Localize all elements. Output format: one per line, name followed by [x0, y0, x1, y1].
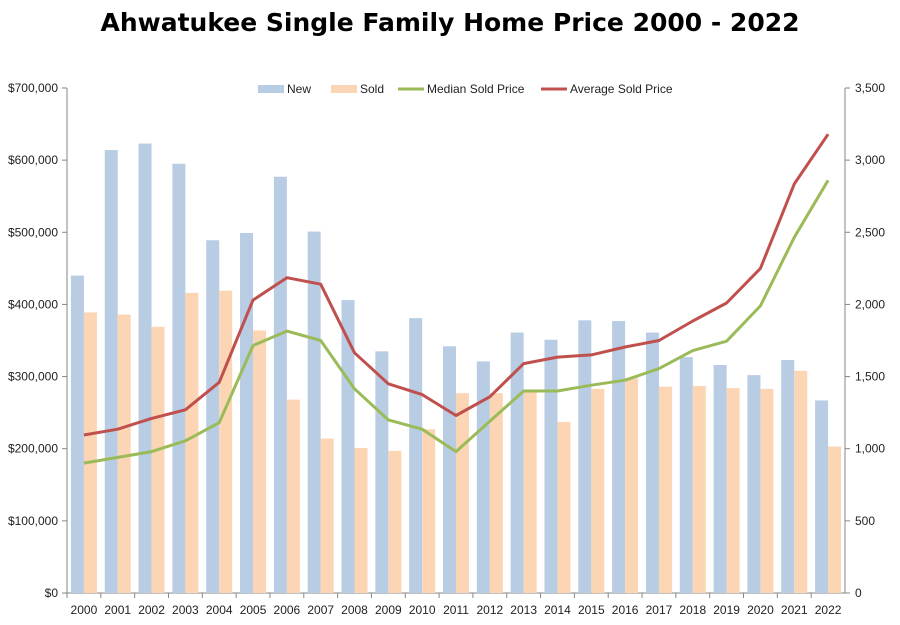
right-tick-label: 1,000 — [855, 442, 885, 456]
bar-sold — [286, 399, 300, 593]
bar-new — [645, 332, 659, 593]
bar-new — [612, 321, 626, 593]
left-tick-label: $400,000 — [8, 297, 58, 311]
left-tick-label: $600,000 — [8, 153, 58, 167]
bar-sold — [625, 378, 639, 593]
bar-new — [747, 375, 761, 593]
bar-new — [70, 275, 84, 593]
bar-new — [104, 150, 118, 594]
x-tick-label: 2002 — [138, 603, 165, 617]
left-tick-label: $0 — [45, 586, 59, 600]
right-tick-label: 0 — [855, 586, 862, 600]
bar-sold — [83, 312, 97, 593]
bar-new — [443, 346, 456, 593]
bar-sold — [117, 314, 131, 593]
x-tick-label: 2022 — [815, 603, 842, 617]
left-tick-label: $700,000 — [8, 81, 58, 95]
bar-sold — [828, 446, 842, 593]
bar-new — [713, 365, 727, 593]
right-tick-label: 2,000 — [855, 297, 885, 311]
x-tick-label: 2008 — [341, 603, 368, 617]
x-tick-label: 2010 — [409, 603, 436, 617]
bar-sold — [489, 393, 503, 593]
bar-sold — [726, 388, 740, 593]
left-tick-label: $500,000 — [8, 225, 58, 239]
x-tick-label: 2019 — [713, 603, 740, 617]
legend-swatch-sold — [331, 85, 357, 93]
x-tick-label: 2013 — [510, 603, 537, 617]
bar-sold — [354, 447, 368, 593]
bar-sold — [320, 438, 334, 593]
bar-new — [206, 240, 220, 593]
bar-sold — [658, 386, 672, 593]
bar-new — [273, 176, 287, 593]
bar-sold — [692, 385, 706, 593]
legend-swatch-new — [258, 85, 284, 93]
bar-new — [781, 359, 795, 593]
x-tick-label: 2000 — [71, 603, 98, 617]
bar-new — [679, 357, 693, 593]
line-average-sold-price — [83, 133, 830, 437]
bar-sold — [557, 422, 571, 593]
bar-new — [375, 351, 389, 593]
right-tick-label: 3,500 — [855, 81, 885, 95]
x-tick-label: 2012 — [476, 603, 503, 617]
chart-title: Ahwatukee Single Family Home Price 2000 … — [100, 8, 800, 37]
bar-sold — [253, 330, 267, 593]
x-tick-label: 2021 — [781, 603, 808, 617]
bars-layer — [70, 143, 842, 594]
bar-sold — [456, 393, 469, 593]
bar-new — [476, 361, 490, 593]
bar-new — [240, 233, 254, 593]
x-tick-label: 2015 — [578, 603, 605, 617]
bar-sold — [523, 389, 537, 593]
bar-sold — [591, 388, 605, 593]
bar-new — [172, 163, 186, 593]
x-tick-label: 2016 — [612, 603, 639, 617]
x-tick-label: 2005 — [240, 603, 267, 617]
bar-new — [138, 143, 152, 594]
x-tick-label: 2011 — [443, 603, 469, 617]
legend-label-median-sold-price: Median Sold Price — [427, 82, 525, 96]
left-tick-label: $300,000 — [8, 370, 58, 384]
x-tick-label: 2017 — [646, 603, 673, 617]
x-tick-label: 2014 — [544, 603, 571, 617]
bar-sold — [422, 429, 436, 593]
legend-label-average-sold-price: Average Sold Price — [570, 82, 673, 96]
legend-label-sold: Sold — [360, 82, 384, 96]
bar-sold — [151, 326, 165, 593]
bar-new — [578, 320, 592, 593]
x-tick-label: 2004 — [206, 603, 233, 617]
bar-sold — [794, 370, 808, 593]
bar-new — [341, 300, 355, 593]
right-tick-label: 500 — [855, 514, 875, 528]
bar-sold — [219, 290, 233, 593]
bar-sold — [388, 450, 402, 593]
x-tick-label: 2001 — [104, 603, 131, 617]
left-tick-label: $200,000 — [8, 442, 58, 456]
line-median-sold-price — [83, 179, 830, 465]
lines-layer — [83, 133, 830, 465]
bar-new — [307, 231, 321, 594]
legend: New Sold Median Sold Price Average Sold Pri… — [258, 82, 673, 96]
legend-label-new: New — [287, 82, 311, 96]
x-tick-label: 2020 — [747, 603, 774, 617]
bar-new — [510, 332, 524, 593]
x-tick-label: 2007 — [307, 603, 334, 617]
right-tick-label: 2,500 — [855, 225, 885, 239]
bar-sold — [185, 292, 199, 593]
x-tick-label: 2018 — [679, 603, 706, 617]
right-tick-label: 1,500 — [855, 370, 885, 384]
x-tick-label: 2006 — [274, 603, 301, 617]
bar-new — [815, 400, 829, 593]
right-tick-label: 3,000 — [855, 153, 885, 167]
bar-new — [409, 318, 423, 593]
left-tick-label: $100,000 — [8, 514, 58, 528]
x-tick-label: 2009 — [375, 603, 402, 617]
bar-new — [544, 339, 558, 593]
bar-sold — [760, 388, 774, 593]
x-tick-label: 2003 — [172, 603, 199, 617]
